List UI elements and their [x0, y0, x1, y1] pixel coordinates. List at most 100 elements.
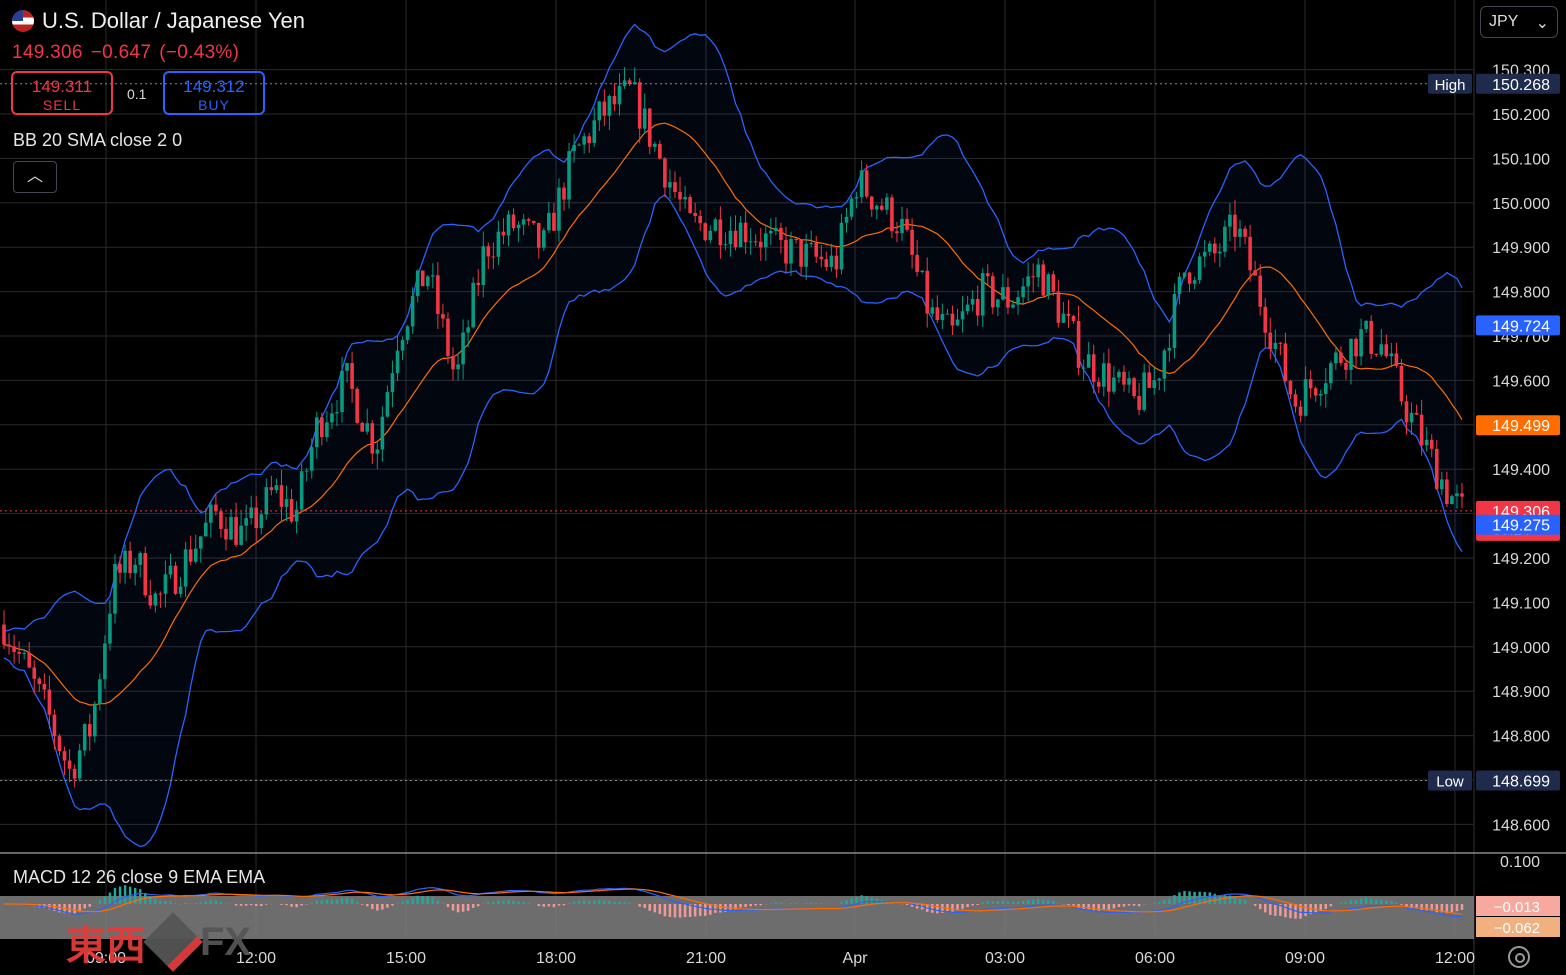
candle-body — [400, 339, 405, 351]
candle-body — [335, 412, 339, 414]
bb-fill — [4, 24, 1462, 847]
buy-label: BUY — [198, 97, 230, 113]
bb-indicator-label[interactable]: BB 20 SMA close 2 0 — [13, 130, 183, 150]
candle-body — [920, 270, 924, 272]
candle-body — [340, 370, 344, 413]
chevron-up-icon[interactable]: ︿ — [13, 161, 57, 193]
candle-body — [789, 238, 793, 264]
candle-body — [658, 143, 662, 159]
candle-body — [1228, 214, 1232, 227]
candle-body — [521, 219, 526, 225]
candle-body — [279, 485, 284, 507]
candle-body — [1207, 243, 1212, 252]
candle-body — [925, 270, 930, 314]
candle-body — [1167, 347, 1172, 351]
candle-body — [1001, 287, 1005, 300]
candle-body — [905, 218, 909, 230]
candle-body — [743, 222, 748, 243]
price-tag-name-bg — [1428, 73, 1472, 94]
candle-body — [203, 522, 208, 537]
candle-body — [900, 218, 904, 234]
sell-label: SELL — [42, 97, 82, 113]
candle-body — [1253, 270, 1257, 276]
y-tick-label: 150.200 — [1492, 107, 1550, 124]
candle-body — [1445, 479, 1449, 505]
candle-body — [864, 170, 869, 197]
candle-body — [769, 230, 773, 234]
candle-body — [239, 525, 243, 545]
x-tick-label: 18:00 — [536, 950, 576, 967]
y-tick-label: 148.600 — [1492, 817, 1550, 834]
candle-body — [269, 487, 274, 491]
price-change-pct: (−0.43%) — [159, 42, 240, 63]
candle-body — [809, 243, 813, 245]
candle-body — [1243, 228, 1247, 237]
candle-body — [264, 487, 269, 515]
macd-y-tick: 0.100 — [1500, 854, 1540, 871]
x-tick-label: 03:00 — [985, 950, 1025, 967]
candle-body — [844, 216, 849, 223]
quantity-value[interactable]: 0.1 — [127, 86, 147, 102]
x-tick-label: 15:00 — [386, 950, 426, 967]
sell-button[interactable]: 149.311 SELL — [11, 71, 113, 115]
candle-body — [738, 222, 743, 248]
candle-body — [763, 233, 768, 248]
candle-body — [22, 652, 26, 654]
buy-button[interactable]: 149.312 BUY — [163, 71, 265, 115]
candle-body — [1147, 372, 1152, 388]
candle-body — [910, 229, 914, 255]
macd-value-tag — [1476, 896, 1560, 916]
candle-body — [1177, 276, 1182, 294]
candle-body — [552, 212, 556, 231]
price-tag-value: 149.275 — [1492, 518, 1550, 535]
candle-body — [1152, 380, 1157, 388]
candle-body — [309, 447, 314, 471]
candle-body — [1041, 264, 1046, 296]
candle-body — [1313, 388, 1318, 396]
macd-indicator-label[interactable]: MACD 12 26 close 9 EMA EMA — [13, 867, 266, 887]
candle-body — [1440, 479, 1444, 490]
candle-body — [27, 652, 32, 668]
logo-mark-icon — [143, 912, 203, 972]
candle-body — [653, 143, 657, 147]
candle-body — [365, 423, 370, 432]
candle-body — [1192, 280, 1197, 284]
candle-body — [375, 449, 380, 454]
candle-body — [1298, 406, 1303, 416]
candle-body — [663, 158, 667, 188]
candle-body — [143, 553, 148, 596]
candle-body — [940, 314, 945, 321]
candle-body — [380, 416, 385, 450]
candle-body — [1369, 320, 1373, 354]
candle-body — [1046, 274, 1051, 296]
candle-body — [431, 275, 435, 277]
candle-body — [602, 101, 607, 116]
candle-body — [17, 651, 21, 654]
candle-body — [1434, 448, 1439, 490]
candle-body — [547, 212, 551, 231]
candle-body — [1218, 251, 1222, 254]
last-price: 149.306 — [12, 42, 83, 63]
candle-body — [158, 593, 163, 595]
candle-body — [799, 239, 803, 267]
us-flag-icon — [12, 10, 34, 32]
candle-body — [1006, 287, 1010, 308]
chevron-down-icon: ⌄ — [1535, 15, 1549, 32]
candle-body — [219, 511, 223, 529]
candle-body — [1051, 274, 1056, 292]
candle-body — [1354, 338, 1358, 357]
candle-body — [1026, 276, 1030, 287]
candle-body — [632, 82, 637, 85]
candle-body — [774, 227, 778, 231]
candle-body — [209, 504, 213, 523]
candle-body — [975, 298, 980, 316]
candle-body — [304, 470, 309, 472]
currency-select[interactable]: JPY ⌄ — [1480, 6, 1558, 38]
candle-body — [1076, 321, 1081, 368]
candle-body — [824, 259, 829, 267]
candle-body — [869, 196, 874, 210]
settings-gear-icon[interactable] — [1508, 946, 1530, 968]
candle-body — [597, 101, 602, 121]
candle-body — [173, 565, 178, 594]
